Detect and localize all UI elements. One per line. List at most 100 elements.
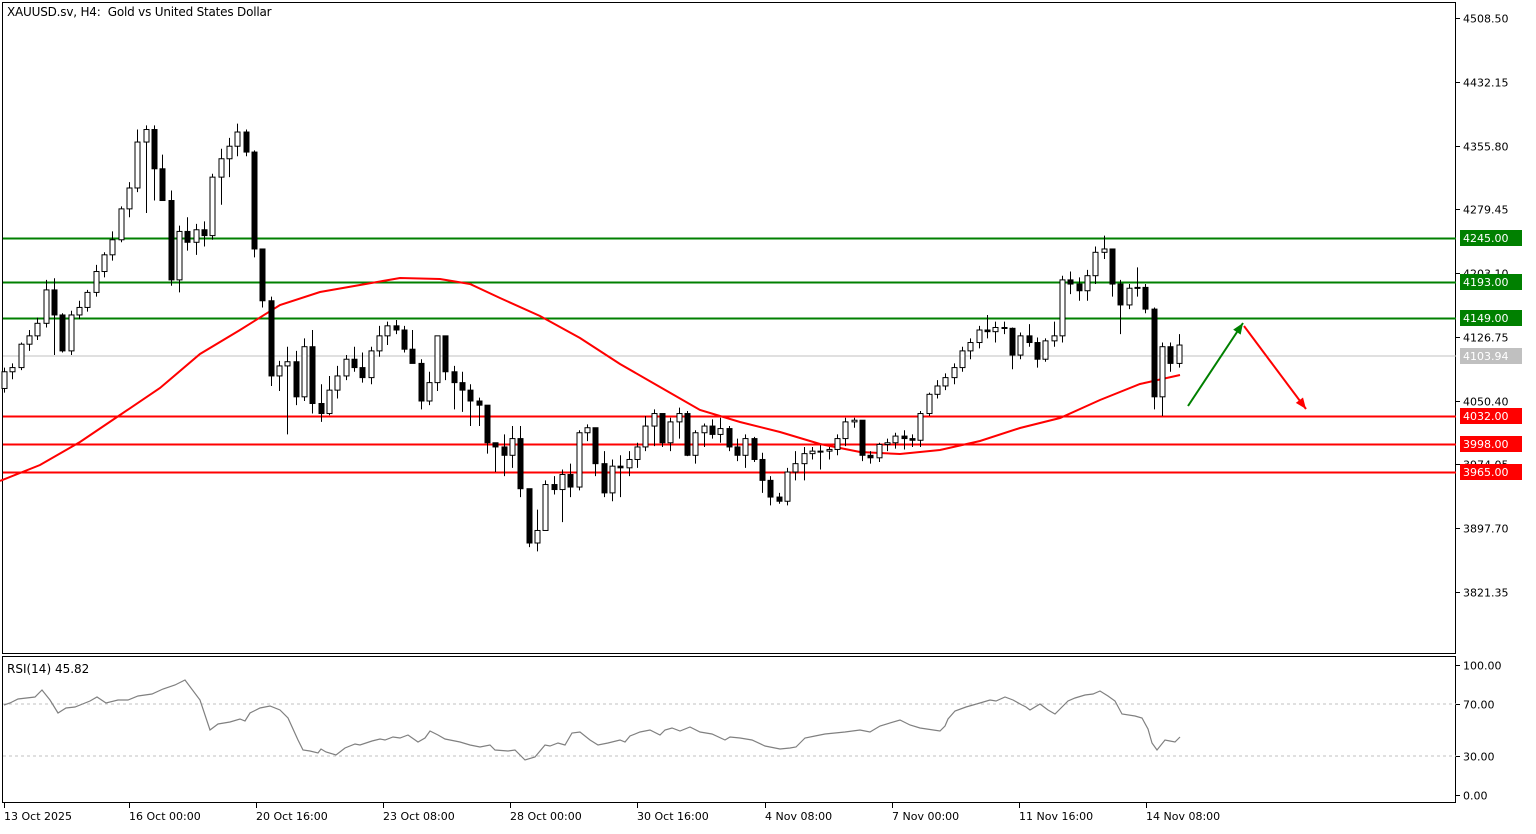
bear-candle-body xyxy=(484,404,491,444)
candle xyxy=(1034,337,1041,368)
candle xyxy=(293,350,300,406)
bear-candle-body xyxy=(984,329,991,333)
bear-candle-body xyxy=(442,335,449,373)
candle xyxy=(1167,342,1174,372)
bull-candle-body xyxy=(934,385,941,395)
candle xyxy=(184,217,191,251)
candle xyxy=(892,432,899,449)
chart-title: XAUUSD.sv, H4: Gold vs United States Dol… xyxy=(7,5,272,19)
down-arrow-line xyxy=(1243,325,1307,410)
candle xyxy=(26,329,33,351)
candle xyxy=(159,154,166,202)
horizontal-levels xyxy=(3,237,1456,474)
bear-candle-body xyxy=(726,428,733,448)
candle xyxy=(134,129,141,193)
time-tick-label: 7 Nov 00:00 xyxy=(892,810,959,823)
bull-candle-body xyxy=(951,367,958,379)
candle xyxy=(1001,321,1008,335)
candle xyxy=(309,329,316,414)
bull-candle-body xyxy=(701,425,708,434)
resistance-level-label-bg xyxy=(1460,310,1522,326)
candle xyxy=(193,223,200,255)
candle xyxy=(393,319,400,335)
moving-average xyxy=(0,276,1181,482)
bull-candle-body xyxy=(559,474,566,491)
bull-candle-body xyxy=(942,377,949,387)
candle xyxy=(492,442,499,473)
candle xyxy=(659,413,666,447)
bull-candle-body xyxy=(276,365,283,377)
candle xyxy=(801,446,808,481)
price-tick-label: 4355.80 xyxy=(1463,141,1509,154)
bear-candle-body xyxy=(1117,283,1124,306)
support-level-label: 3998.00 xyxy=(1463,438,1509,451)
bull-candle-body xyxy=(634,446,641,460)
bear-candle-body xyxy=(734,446,741,456)
candle xyxy=(1042,338,1049,362)
candle xyxy=(43,279,50,328)
candle xyxy=(1101,235,1108,259)
rsi-tick-label: 0.00 xyxy=(1463,790,1488,803)
bear-candle-body xyxy=(401,329,408,350)
candle xyxy=(34,317,41,341)
time-tick-label: 30 Oct 16:00 xyxy=(637,810,709,823)
bear-candle-body xyxy=(1151,308,1158,398)
candle xyxy=(409,329,416,364)
candle xyxy=(634,442,641,468)
bull-candle-body xyxy=(784,471,791,502)
candle xyxy=(426,371,433,406)
candle xyxy=(301,338,308,402)
bull-candle-body xyxy=(967,342,974,352)
bear-candle-body xyxy=(492,442,499,448)
bull-candle-body xyxy=(193,229,200,243)
bear-candle-body xyxy=(184,230,191,243)
candle xyxy=(984,314,991,339)
bull-candle-body xyxy=(817,450,824,453)
bull-candle-body xyxy=(126,187,133,210)
bear-candle-body xyxy=(767,479,774,498)
bull-candle-body xyxy=(1176,344,1183,364)
candle xyxy=(684,411,691,457)
candle xyxy=(784,467,791,506)
candle xyxy=(517,426,524,498)
candle xyxy=(759,452,766,493)
bear-candle-body xyxy=(51,289,58,316)
bear-candle-body xyxy=(151,129,158,170)
candle xyxy=(851,417,858,428)
candle xyxy=(601,451,608,498)
candle xyxy=(817,445,824,470)
bull-candle-body xyxy=(209,176,216,237)
candle xyxy=(143,125,150,214)
candle xyxy=(617,455,624,498)
candle xyxy=(268,296,275,386)
time-tick-label: 11 Nov 16:00 xyxy=(1019,810,1093,823)
bear-candle-body xyxy=(867,454,874,459)
candle xyxy=(526,488,533,548)
bull-candle-body xyxy=(892,435,899,444)
moving-average-line xyxy=(0,276,1181,482)
candle xyxy=(1026,324,1033,347)
bear-candle-body xyxy=(359,367,366,379)
candle xyxy=(1,367,8,393)
rsi-tick-label: 100.00 xyxy=(1463,660,1502,673)
bull-candle-body xyxy=(226,145,233,160)
bull-candle-body xyxy=(101,254,108,273)
candle xyxy=(459,371,466,412)
bull-candle-body xyxy=(376,335,383,352)
bear-candle-body xyxy=(909,438,916,441)
time-axis[interactable]: 13 Oct 2025 16 Oct 00:00 20 Oct 16:00 23 Oc… xyxy=(4,803,1220,823)
bear-candle-body xyxy=(684,413,691,456)
bull-candle-body xyxy=(1051,335,1058,342)
candle xyxy=(542,480,549,531)
candle xyxy=(1084,269,1091,301)
bull-candle-body xyxy=(992,326,999,333)
candle xyxy=(384,321,391,346)
forecast-arrows xyxy=(1187,322,1307,410)
candle xyxy=(509,426,516,468)
time-tick-label: 28 Oct 00:00 xyxy=(510,810,582,823)
rsi-line xyxy=(3,679,1181,761)
price-axis[interactable]: 4508.504432.154355.804279.454203.104126.… xyxy=(1456,13,1509,600)
bear-candle-body xyxy=(1009,327,1016,356)
